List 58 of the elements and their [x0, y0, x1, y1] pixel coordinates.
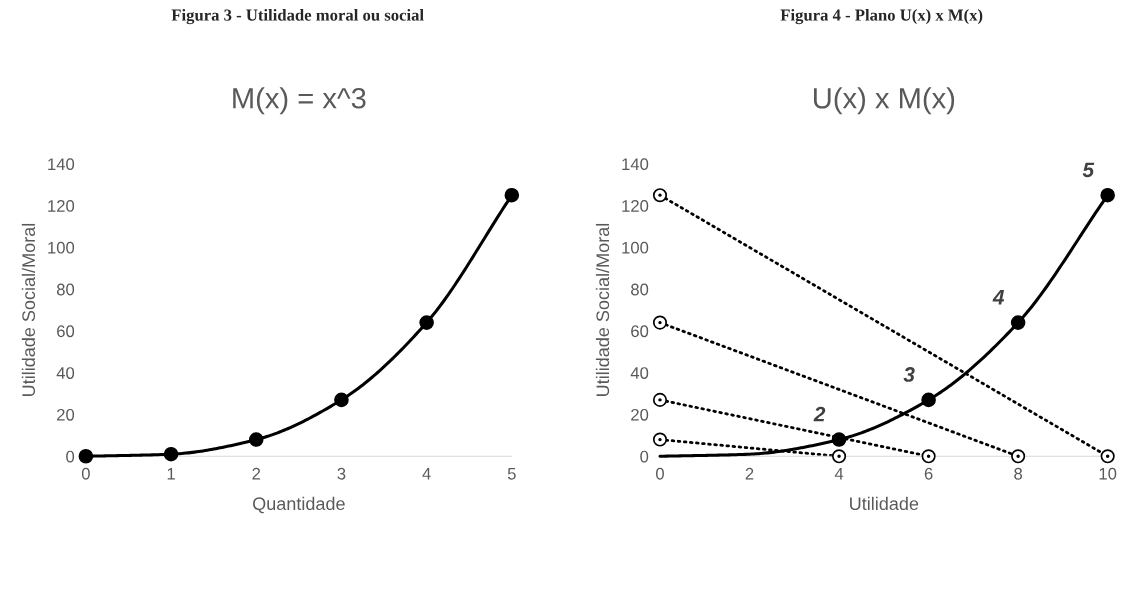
- y-tick-label: 20: [631, 408, 649, 421]
- point: [1010, 315, 1026, 330]
- x-tick-label: 2: [745, 467, 754, 480]
- chart-subtitle: U(x) x M(x): [814, 87, 955, 115]
- annotation: 4: [992, 290, 1005, 305]
- y-tick-label: 100: [622, 241, 649, 254]
- annotation: 2: [813, 406, 826, 422]
- chart-title: Figura 3 - Utilidade moral ou social: [171, 8, 424, 25]
- x-tick-label: 0: [655, 467, 664, 480]
- y-tick-label: 120: [48, 200, 75, 212]
- x-tick-label: 5: [507, 468, 516, 480]
- point: [652, 432, 668, 447]
- y-tick-label: 140: [48, 158, 75, 171]
- y-tick-label: 0: [640, 450, 649, 463]
- x-tick-label: 4: [834, 468, 844, 480]
- point: [652, 315, 668, 330]
- point: [504, 187, 520, 203]
- x-tick-label: 8: [1014, 467, 1023, 480]
- point: [1011, 449, 1026, 464]
- chart-title: Figura 4 - Plano U(x) x M(x): [780, 8, 983, 25]
- x-tick-label: 6: [924, 467, 933, 480]
- point: [921, 392, 936, 408]
- x-tick-label: 3: [337, 467, 346, 480]
- point: [419, 315, 434, 330]
- y-tick-label: 120: [622, 200, 649, 212]
- point: [831, 432, 847, 447]
- x-tick-label: 2: [252, 467, 261, 480]
- y-tick-label: 80: [631, 283, 649, 296]
- x-tick-label: 1: [167, 468, 175, 480]
- point: [652, 392, 668, 407]
- y-tick-label: 40: [630, 367, 649, 379]
- y-tick-label: 20: [57, 408, 75, 421]
- point: [832, 449, 847, 464]
- point: [1100, 187, 1115, 203]
- point: [163, 446, 179, 462]
- point: [248, 432, 264, 447]
- y-axis-title: Utilidade Social/Moral: [595, 223, 610, 396]
- annotation: 5: [1082, 162, 1095, 178]
- annotation: 3: [903, 367, 915, 382]
- point: [921, 449, 936, 464]
- point: [652, 188, 668, 203]
- y-tick-label: 140: [622, 158, 649, 171]
- y-tick-label: 60: [57, 325, 75, 338]
- y-tick-label: 40: [56, 367, 75, 379]
- x-axis-title: Utilidade: [850, 496, 919, 511]
- x-tick-label: 10: [1099, 467, 1117, 480]
- y-tick-label: 60: [631, 325, 649, 338]
- point: [334, 392, 349, 408]
- point: [1100, 449, 1115, 464]
- point: [78, 448, 94, 464]
- y-axis-title: Utilidade Social/Moral: [21, 223, 36, 396]
- y-tick-label: 100: [48, 241, 75, 254]
- chart-subtitle: M(x) = x^3: [233, 87, 366, 115]
- x-tick-label: 0: [81, 467, 90, 480]
- x-axis-title: Quantidade: [253, 496, 345, 514]
- x-tick-label: 4: [422, 468, 431, 480]
- y-tick-label: 80: [56, 283, 75, 296]
- y-tick-label: 0: [66, 450, 75, 463]
